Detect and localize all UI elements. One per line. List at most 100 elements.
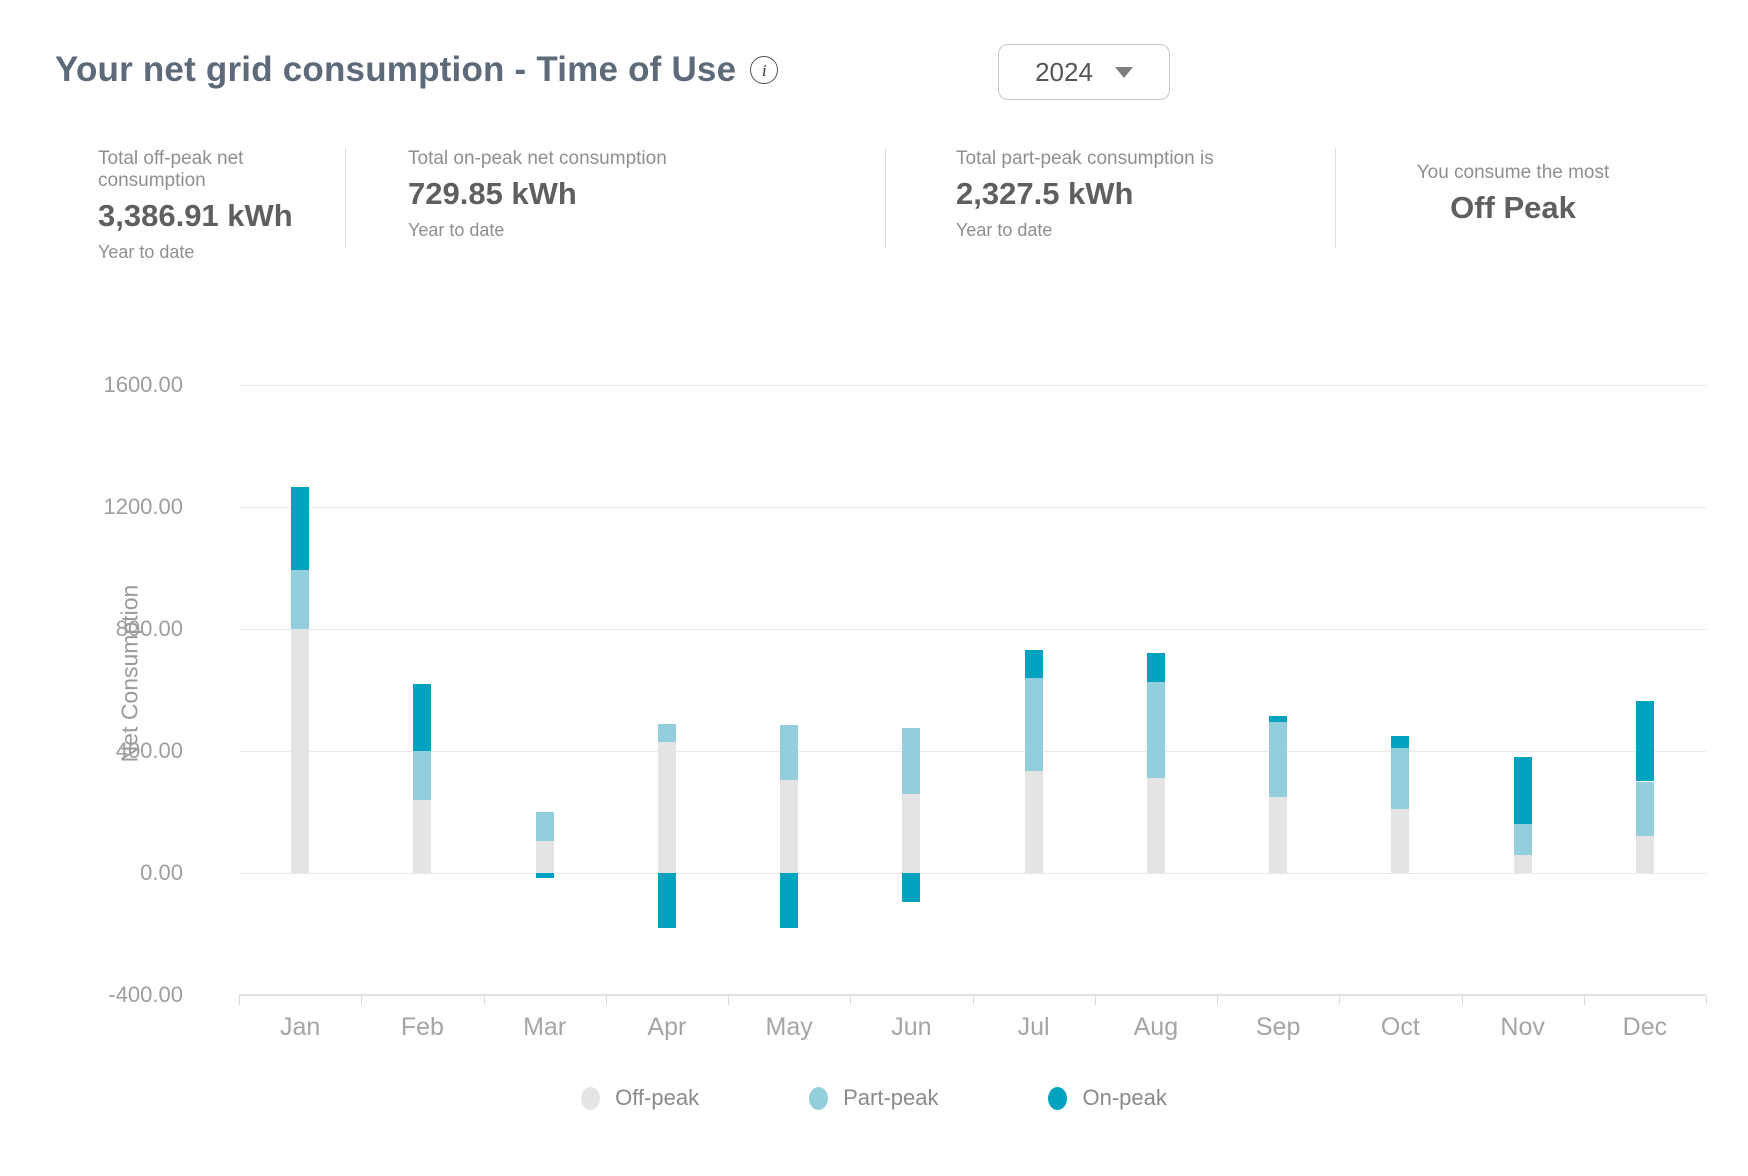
x-tick xyxy=(605,996,607,1005)
legend-dot-icon xyxy=(1048,1086,1068,1110)
stat-card: Total part-peak consumption is 2,327.5 kW… xyxy=(885,148,1335,248)
bar-may-on-peak[interactable] xyxy=(780,873,799,928)
bar-dec-off-peak[interactable] xyxy=(1635,836,1654,873)
bar-nov-part-peak[interactable] xyxy=(1513,824,1532,855)
bar-feb-on-peak[interactable] xyxy=(413,683,432,751)
x-axis-label-nov: Nov xyxy=(1500,1013,1545,1041)
y-tick-label: -400.00 xyxy=(108,982,183,1007)
x-tick xyxy=(1339,996,1341,1005)
x-tick xyxy=(972,996,974,1005)
x-axis-label-jul: Jul xyxy=(1017,1013,1050,1041)
bar-sep-on-peak[interactable] xyxy=(1269,715,1288,723)
bar-jul-off-peak[interactable] xyxy=(1024,770,1043,873)
x-axis-label-sep: Sep xyxy=(1255,1013,1301,1041)
info-icon[interactable]: i xyxy=(750,56,779,84)
bar-jul-on-peak[interactable] xyxy=(1024,650,1043,678)
bar-jan-on-peak[interactable] xyxy=(291,487,310,570)
bar-aug-off-peak[interactable] xyxy=(1146,778,1165,873)
bar-dec-on-peak[interactable] xyxy=(1635,700,1654,782)
gridline xyxy=(239,873,1706,874)
x-tick xyxy=(728,996,729,1005)
plot-area: 1600.00 1200.00 800.00 400.00 0.00 -400.00 Jan… xyxy=(103,372,1707,1041)
year-dropdown[interactable]: 2024 xyxy=(998,44,1170,100)
gridline xyxy=(239,629,1706,630)
legend-label: On-peak xyxy=(1082,1085,1167,1110)
bar-feb-off-peak[interactable] xyxy=(413,799,432,873)
bar-oct-on-peak[interactable] xyxy=(1391,735,1410,748)
bar-may-part-peak[interactable] xyxy=(780,725,799,780)
bar-sep-off-peak[interactable] xyxy=(1269,796,1288,873)
x-axis-label-feb: Feb xyxy=(400,1013,444,1041)
header: Your net grid consumption - Time of Use … xyxy=(55,40,1705,100)
x-tick xyxy=(239,996,240,1005)
stat-value: 2,327.5 kWh xyxy=(956,176,1134,211)
bar-dec-part-peak[interactable] xyxy=(1635,781,1654,837)
stat-sublabel: Year to date xyxy=(956,220,1053,240)
bar-apr-part-peak[interactable] xyxy=(657,723,676,742)
bar-mar-off-peak[interactable] xyxy=(535,840,554,873)
legend-dot-icon xyxy=(581,1086,601,1110)
x-axis-label-jun: Jun xyxy=(891,1013,932,1041)
bar-sep-part-peak[interactable] xyxy=(1269,722,1288,797)
bar-jan-off-peak[interactable] xyxy=(291,629,310,873)
stat-label: Total on-peak net consumption xyxy=(408,148,667,169)
chart-legend: Off-peak Part-peak On-peak xyxy=(0,1085,1748,1111)
x-axis-label-jan: Jan xyxy=(279,1013,321,1041)
stat-card: You consume the most Off Peak xyxy=(1335,148,1690,248)
bar-mar-on-peak[interactable] xyxy=(535,873,554,878)
bar-oct-part-peak[interactable] xyxy=(1391,747,1410,809)
bar-jul-part-peak[interactable] xyxy=(1024,677,1043,771)
bar-aug-part-peak[interactable] xyxy=(1146,682,1165,779)
y-tick-label: 800.00 xyxy=(115,616,183,641)
x-tick xyxy=(1706,996,1707,1005)
x-tick xyxy=(1094,996,1096,1005)
y-tick-label: 1200.00 xyxy=(103,494,183,519)
legend-item-off-peak[interactable]: Off-peak xyxy=(581,1085,699,1111)
x-tick xyxy=(1461,996,1463,1005)
stat-value: 729.85 kWh xyxy=(408,176,577,211)
stat-value: Off Peak xyxy=(1450,190,1576,225)
gridline xyxy=(239,385,1706,386)
legend-item-part-peak[interactable]: Part-peak xyxy=(809,1085,938,1111)
stat-sublabel: Year to date xyxy=(408,220,505,240)
bar-mar-part-peak[interactable] xyxy=(535,812,554,841)
stat-label: Total part-peak consumption is xyxy=(956,148,1214,169)
x-tick xyxy=(1217,996,1218,1005)
bar-jun-off-peak[interactable] xyxy=(902,793,921,873)
bar-aug-on-peak[interactable] xyxy=(1146,653,1165,683)
legend-dot-icon xyxy=(809,1086,829,1110)
x-axis-label-mar: Mar xyxy=(523,1013,567,1041)
stat-value: 3,386.91 kWh xyxy=(98,198,293,233)
legend-label: Off-peak xyxy=(615,1085,700,1110)
page-title: Your net grid consumption - Time of Use xyxy=(55,50,737,89)
bar-may-off-peak[interactable] xyxy=(780,779,799,873)
bar-apr-off-peak[interactable] xyxy=(657,741,676,873)
chevron-down-icon xyxy=(1114,66,1133,78)
x-axis-label-may: May xyxy=(765,1013,813,1041)
x-axis-line xyxy=(239,994,1706,996)
bar-nov-off-peak[interactable] xyxy=(1513,854,1532,873)
stat-card: Total off-peak net consumption 3,386.91 k… xyxy=(90,148,345,262)
gridline xyxy=(239,507,1706,508)
y-tick-label: 1600.00 xyxy=(103,372,183,397)
bar-oct-off-peak[interactable] xyxy=(1391,808,1410,873)
x-axis-label-dec: Dec xyxy=(1622,1013,1668,1041)
bar-jun-part-peak[interactable] xyxy=(902,728,921,794)
bar-apr-on-peak[interactable] xyxy=(657,873,676,928)
x-axis-label-apr: Apr xyxy=(647,1013,687,1041)
bar-feb-part-peak[interactable] xyxy=(413,751,432,800)
stat-card: Total on-peak net consumption 729.85 kWh Y… xyxy=(345,148,885,248)
bar-jun-on-peak[interactable] xyxy=(902,873,921,902)
gridline xyxy=(239,751,1706,752)
x-axis-label-aug: Aug xyxy=(1133,1013,1179,1041)
stat-sublabel: Year to date xyxy=(98,242,195,262)
legend-item-on-peak[interactable]: On-peak xyxy=(1048,1085,1167,1111)
y-tick-label: 0.00 xyxy=(140,860,183,885)
x-tick xyxy=(850,996,852,1005)
bar-nov-on-peak[interactable] xyxy=(1513,757,1532,825)
legend-label: Part-peak xyxy=(843,1085,939,1110)
bar-jan-part-peak[interactable] xyxy=(291,569,310,629)
x-tick xyxy=(483,996,485,1005)
